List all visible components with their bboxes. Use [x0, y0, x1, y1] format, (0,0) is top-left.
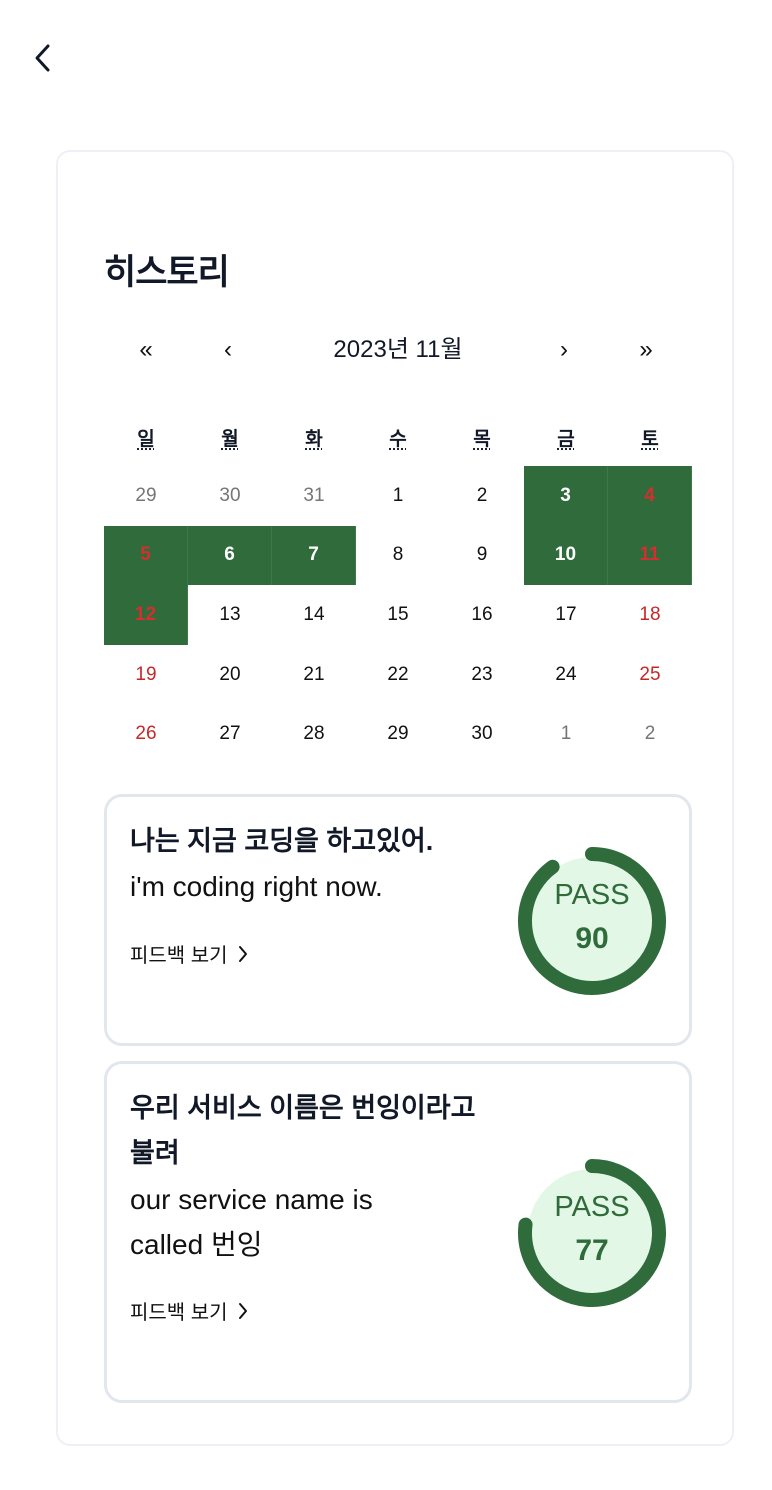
calendar-day[interactable]: 8	[392, 544, 404, 566]
weekday-label: 목	[473, 429, 491, 450]
calendar-day[interactable]: 16	[471, 603, 493, 625]
calendar-day-active[interactable]: 10	[524, 525, 608, 586]
calendar-day-active[interactable]: 5	[104, 525, 188, 586]
calendar-day[interactable]: 2	[476, 484, 488, 506]
calendar-day[interactable]: 30	[219, 484, 241, 506]
weekday-label: 일	[137, 429, 155, 450]
page-title: 히스토리	[104, 253, 230, 292]
weekday-label: 토	[641, 429, 659, 450]
feedback-link[interactable]: 피드백 보기	[130, 939, 248, 968]
calendar-day[interactable]: 28	[303, 723, 325, 745]
weekday-label: 화	[305, 429, 323, 450]
next-year-button[interactable]: »	[639, 336, 653, 363]
calendar-day[interactable]: 29	[135, 484, 157, 506]
prev-year-button[interactable]: «	[139, 336, 153, 363]
english-sentence: our service name is called 번잉	[130, 1184, 373, 1260]
gauge-progress-arc	[518, 1159, 666, 1307]
korean-sentence: 나는 지금 코딩을 하고있어.	[130, 826, 434, 856]
calendar-day[interactable]: 13	[219, 603, 241, 625]
calendar-day[interactable]: 14	[303, 603, 325, 625]
feedback-label: 피드백 보기	[130, 945, 228, 967]
korean-sentence: 우리 서비스 이름은 번잉이라고 불려	[130, 1093, 476, 1168]
calendar-day[interactable]: 30	[471, 723, 493, 745]
calendar-grid: 29 30 31 1 2 3 4 5 6 7 8 9 10 11 12 13 14 15 16 17 18 19 20 21 2…	[104, 466, 692, 764]
weekday-label: 수	[389, 429, 407, 450]
history-card[interactable]: 우리 서비스 이름은 번잉이라고 불려 our service name is …	[104, 1061, 692, 1403]
calendar-day[interactable]: 26	[135, 723, 157, 745]
chevron-left-icon	[35, 44, 50, 72]
calendar-day[interactable]: 17	[555, 603, 577, 625]
back-button[interactable]	[28, 40, 60, 76]
calendar-day[interactable]: 2	[644, 723, 656, 745]
calendar-day[interactable]: 29	[387, 723, 409, 745]
calendar-day[interactable]: 1	[392, 484, 404, 506]
gauge-background	[528, 857, 656, 985]
calendar-day[interactable]: 25	[639, 663, 661, 685]
calendar-day[interactable]: 18	[639, 603, 661, 625]
calendar-day-active[interactable]: 6	[188, 525, 272, 586]
score-gauge: PASS 90	[517, 846, 667, 996]
calendar-day-active[interactable]: 7	[272, 525, 356, 586]
calendar-day[interactable]: 27	[219, 723, 241, 745]
calendar-day[interactable]: 22	[387, 663, 409, 685]
calendar-day[interactable]: 21	[303, 663, 325, 685]
calendar-day[interactable]: 9	[476, 544, 488, 566]
score-value: 90	[575, 922, 609, 955]
calendar-day[interactable]: 24	[555, 663, 577, 685]
chevron-right-icon	[238, 945, 247, 962]
calendar-day[interactable]: 15	[387, 603, 409, 625]
calendar-day-active[interactable]: 4	[608, 466, 692, 526]
history-card[interactable]: 나는 지금 코딩을 하고있어. i'm coding right now. 피드…	[104, 794, 692, 1046]
feedback-label: 피드백 보기	[130, 1302, 228, 1324]
calendar-day-active[interactable]: 12	[104, 585, 188, 645]
calendar-day[interactable]: 1	[560, 723, 572, 745]
feedback-link[interactable]: 피드백 보기	[130, 1296, 248, 1325]
chevron-right-icon	[238, 1302, 247, 1319]
calendar-navigation: « ‹ 2023년 11월 › »	[104, 330, 692, 370]
status-label: PASS	[554, 1191, 630, 1223]
calendar-day[interactable]: 23	[471, 663, 493, 685]
score-value: 77	[575, 1234, 609, 1267]
next-month-button[interactable]: ›	[560, 336, 568, 363]
english-sentence: i'm coding right now.	[130, 871, 383, 902]
calendar-month-label[interactable]: 2023년 11월	[333, 336, 463, 363]
weekday-label: 월	[221, 429, 239, 450]
calendar-day-active[interactable]: 3	[524, 466, 608, 526]
status-label: PASS	[554, 879, 630, 911]
prev-month-button[interactable]: ‹	[224, 336, 232, 363]
score-gauge: PASS 77	[517, 1158, 667, 1308]
calendar-day[interactable]: 20	[219, 663, 241, 685]
calendar-day[interactable]: 31	[303, 484, 325, 506]
gauge-progress-arc	[518, 847, 666, 995]
weekday-label: 금	[557, 429, 575, 450]
calendar-day[interactable]: 19	[135, 663, 157, 685]
gauge-background	[528, 1169, 656, 1297]
calendar-day-active[interactable]: 11	[608, 525, 692, 586]
